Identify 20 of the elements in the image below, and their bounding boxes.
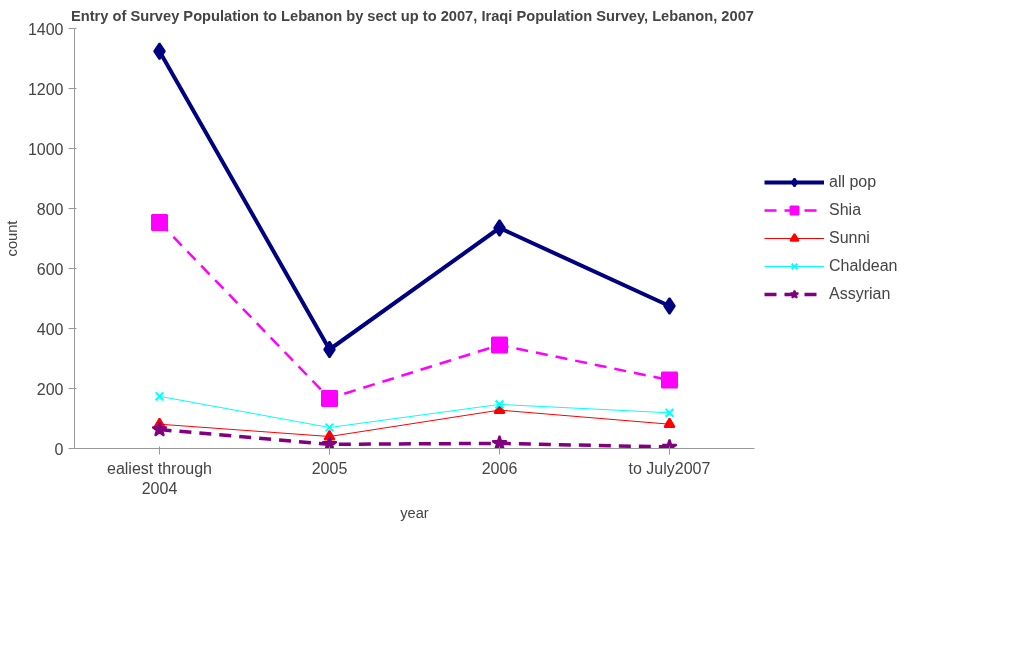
y-axis-title: count [3,220,20,257]
y-tick-label: 800 [36,200,64,218]
legend-label: Chaldean [829,257,898,275]
chart-title: Entry of Survey Population to Lebanon by sect up to 2007, Iraqi Population Survey, Lebanon, 2007 [70,7,754,24]
legend-label: Assyrian [829,285,891,303]
y-tick-label: 1400 [27,20,64,38]
x-tick-label: 2005 [311,459,348,477]
y-tick-label: 400 [36,320,64,338]
legend-label: all pop [829,173,877,191]
legend-label: Sunni [829,229,870,247]
y-tick-label: 0 [54,440,64,458]
y-tick-label: 1000 [27,140,64,158]
x-tick-label: to July2007 [628,459,711,477]
x-tick-label: ealiest through 2004 [107,459,212,497]
x-tick-label: 2006 [481,459,518,477]
y-tick-label: 200 [36,380,64,398]
y-tick-label: 1200 [27,80,64,98]
y-tick-label: 600 [36,260,64,278]
x-axis-title: year [400,504,429,521]
legend-label: Shia [829,201,862,219]
